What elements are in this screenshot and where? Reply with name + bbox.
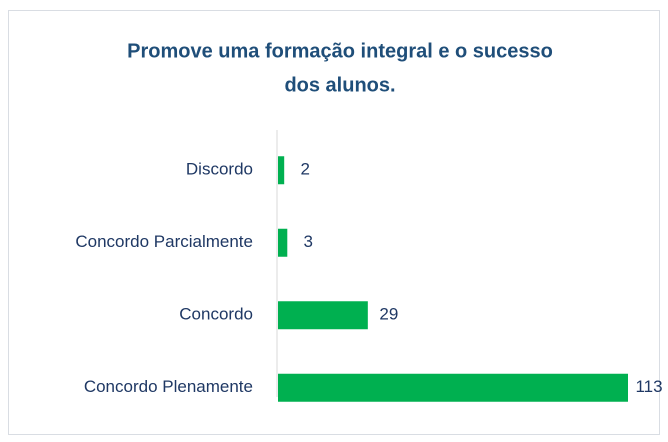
category-label: Concordo Plenamente: [84, 377, 253, 396]
bar: [278, 156, 285, 185]
chart-title: Promove uma formação integral e o sucess…: [127, 40, 553, 62]
category-label: Discordo: [186, 160, 253, 179]
data-label: 2: [300, 160, 309, 179]
data-label: 3: [304, 232, 313, 251]
chart-title: dos alunos.: [284, 74, 395, 96]
data-label: 29: [379, 305, 398, 324]
bar: [278, 373, 628, 402]
chart-border: [8, 10, 660, 435]
category-label: Concordo: [179, 305, 253, 324]
category-label: Concordo Parcialmente: [75, 232, 253, 251]
bar: [278, 228, 288, 257]
data-label: 113: [635, 377, 662, 396]
bar: [278, 301, 368, 330]
